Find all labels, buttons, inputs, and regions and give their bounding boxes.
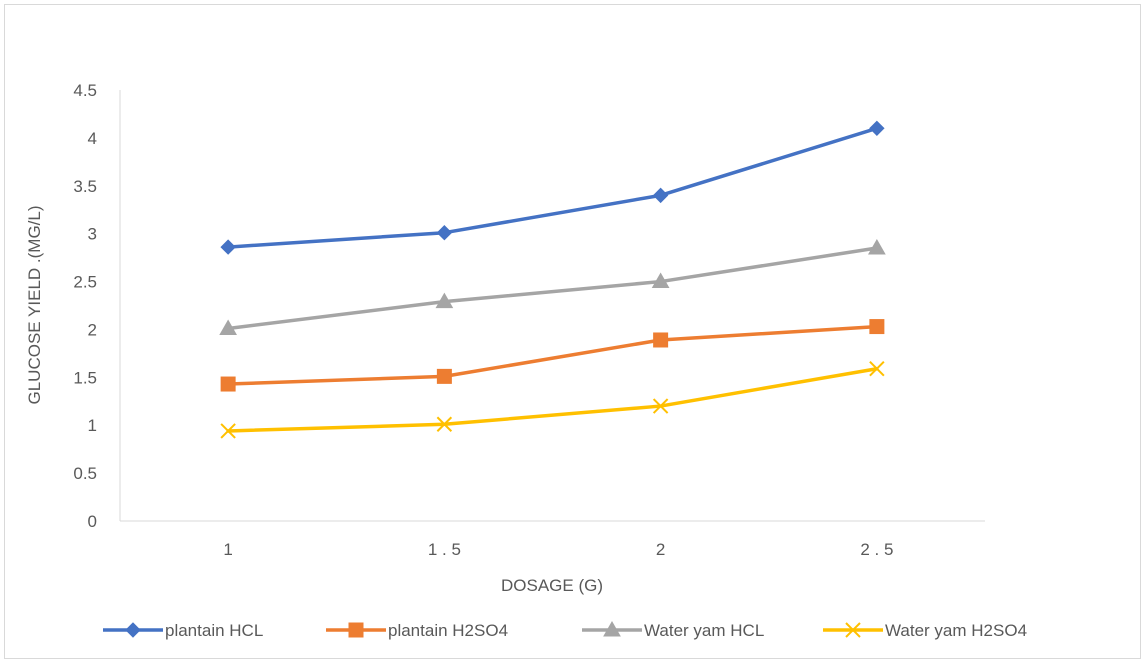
y-tick-label: 2 <box>88 320 97 339</box>
x-tick-label: 1 . 5 <box>428 540 461 559</box>
data-point-marker <box>868 239 886 255</box>
x-axis-title: DOSAGE (G) <box>501 576 603 595</box>
y-tick-label: 1.5 <box>73 368 97 387</box>
data-point-marker <box>869 319 885 335</box>
legend-item: plantain H2SO4 <box>326 621 508 640</box>
x-tick-label: 2 . 5 <box>860 540 893 559</box>
x-marker-stroke <box>220 423 236 439</box>
data-point-marker <box>436 416 453 432</box>
data-point-marker <box>651 272 670 289</box>
legend-label: Water yam HCL <box>644 621 764 640</box>
legend-marker <box>603 620 621 637</box>
legend-marker <box>845 622 861 638</box>
y-tick-label: 0 <box>88 512 97 531</box>
data-point-marker <box>869 120 885 137</box>
y-tick-label: 3.5 <box>73 177 97 196</box>
y-tick-label: 2.5 <box>73 273 97 292</box>
series-0 <box>220 120 885 255</box>
data-point-marker <box>652 187 669 204</box>
series-layer <box>219 120 886 439</box>
data-point-marker <box>653 332 669 348</box>
x-marker-stroke <box>652 398 669 414</box>
x-tick-label: 1 <box>223 540 232 559</box>
data-point-marker <box>436 368 452 384</box>
legend-label: Water yam H2SO4 <box>885 621 1027 640</box>
series-1 <box>220 319 885 392</box>
series-3 <box>220 361 885 439</box>
axes <box>119 90 985 522</box>
x-marker-stroke <box>869 361 885 377</box>
data-point-marker <box>220 239 236 255</box>
legend: plantain HCL plantain H2SO4 Water yam HCL W… <box>103 620 1027 640</box>
data-point-marker <box>220 423 236 439</box>
chart-frame <box>4 4 1141 659</box>
legend-item: plantain HCL <box>103 621 263 640</box>
series-line <box>226 246 879 331</box>
data-point-marker <box>435 292 454 309</box>
legend-item: Water yam HCL <box>582 620 764 640</box>
data-point-marker <box>220 376 236 392</box>
y-tick-label: 1 <box>88 416 97 435</box>
y-tick-label: 4.5 <box>73 81 97 100</box>
x-marker-stroke <box>845 622 861 638</box>
series-2 <box>219 239 886 335</box>
y-tick-label: 3 <box>88 225 97 244</box>
legend-label: plantain H2SO4 <box>388 621 508 640</box>
y-tick-labels: 0 0.5 1 1.5 2 2.5 3 3.5 4 4.5 <box>73 81 97 531</box>
x-tick-labels: 1 1 . 5 2 2 . 5 <box>223 540 893 559</box>
y-axis-title: GLUCOSE YIELD .(MG/L) <box>25 205 44 404</box>
data-point-marker <box>652 398 669 414</box>
y-tick-label: 4 <box>88 129 97 148</box>
x-tick-label: 2 <box>656 540 665 559</box>
data-point-marker <box>436 225 453 241</box>
data-point-marker <box>869 361 885 377</box>
legend-marker <box>348 622 364 638</box>
x-marker-stroke <box>436 416 453 432</box>
data-point-marker <box>219 319 237 335</box>
legend-item: Water yam H2SO4 <box>823 621 1027 640</box>
series-line <box>226 324 879 386</box>
series-line <box>226 126 879 249</box>
legend-marker <box>125 622 141 638</box>
y-tick-label: 0.5 <box>73 464 97 483</box>
legend-label: plantain HCL <box>165 621 263 640</box>
series-line <box>226 366 879 433</box>
